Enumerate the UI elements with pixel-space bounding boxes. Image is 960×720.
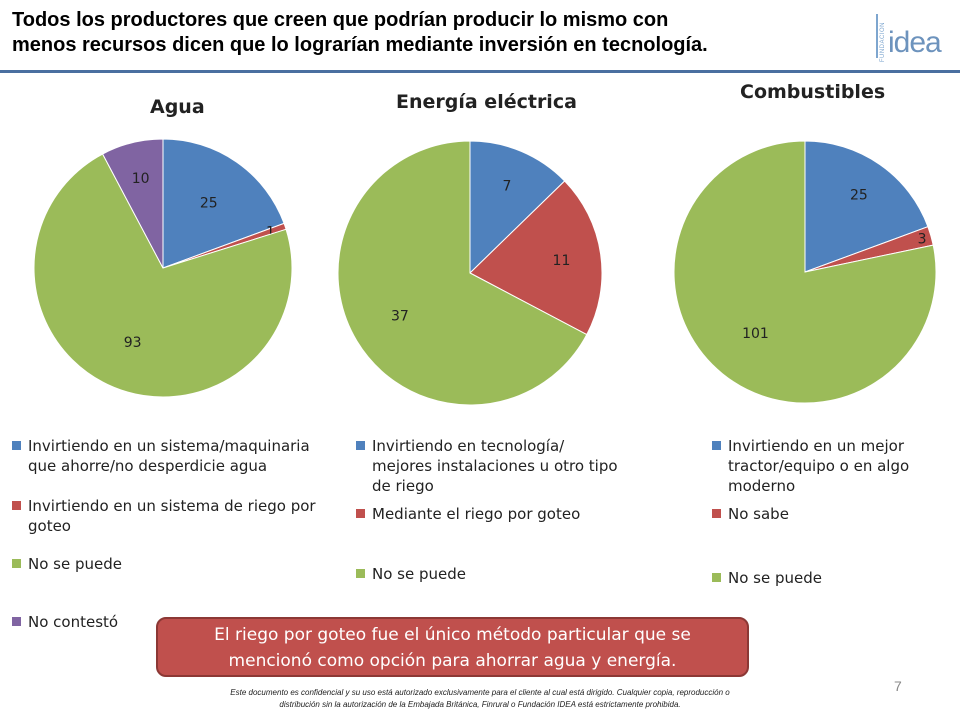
legend-label-line: que ahorre/no desperdicie agua <box>28 457 268 475</box>
pie-slice-energia-2 <box>337 140 588 406</box>
legend-swatch <box>356 509 365 518</box>
legend-item-energia-1: Mediante el riego por goteo <box>356 504 580 524</box>
legend-label-line: mejores instalaciones u otro tipo <box>372 457 618 475</box>
legend-swatch <box>12 617 21 626</box>
legend-label-line: moderno <box>728 477 796 495</box>
pie-label-combustibles-2: 101 <box>742 326 769 342</box>
pie-slice-agua-3 <box>101 138 164 269</box>
title-line-1: Todos los productores que creen que podr… <box>12 9 669 31</box>
pie-label-agua-3: 10 <box>132 171 150 187</box>
legend-swatch <box>12 501 21 510</box>
pie-chart-combustibles: 25 3 101 <box>673 140 937 404</box>
pie-slice-agua-0 <box>162 138 285 269</box>
conclusion-callout: El riego por goteo fue el único método p… <box>156 617 749 677</box>
footer-line-1: Este documento es confidencial y su uso … <box>230 688 730 697</box>
legend-label-line: Invirtiendo en un sistema de riego por <box>28 497 316 515</box>
legend-label-line: Invirtiendo en tecnología/ <box>372 437 565 455</box>
confidentiality-footer: Este documento es confidencial y su uso … <box>100 687 860 711</box>
legend-label-line: de riego <box>372 477 434 495</box>
footer-line-2: distribución sin la autorización de la E… <box>279 700 681 709</box>
pie-label-energia-1: 11 <box>553 253 571 269</box>
pie-label-agua-0: 25 <box>200 195 218 211</box>
legend-label-line: No se puede <box>728 569 822 587</box>
legend-swatch <box>356 441 365 450</box>
legend-label-line: No se puede <box>28 555 122 573</box>
callout-line-2: mencionó como opción para ahorrar agua y… <box>228 651 677 671</box>
pie-slice-energia-1 <box>469 180 603 336</box>
legend-item-agua-1: Invirtiendo en un sistema de riego por go… <box>12 496 316 536</box>
callout-line-1: El riego por goteo fue el único método p… <box>214 625 691 645</box>
legend-swatch <box>12 441 21 450</box>
pie-label-agua-2: 93 <box>124 335 142 351</box>
legend-swatch <box>12 559 21 568</box>
legend-item-agua-0: Invirtiendo en un sistema/maquinaria que … <box>12 436 310 476</box>
legend-energia: Invirtiendo en tecnología/mejores instal… <box>356 436 656 596</box>
legend-label-line: Invirtiendo en un mejor <box>728 437 905 455</box>
pie-label-combustibles-1: 3 <box>918 231 927 247</box>
legend-item-combustibles-0: Invirtiendo en un mejor tractor/equipo o … <box>712 436 909 496</box>
pie-slice-combustibles-2 <box>673 140 937 404</box>
chart-title-agua: Agua <box>150 96 205 118</box>
chart-title-energia: Energía eléctrica <box>396 91 577 113</box>
legend-swatch <box>712 509 721 518</box>
legend-label-line: No sabe <box>728 505 789 523</box>
legend-swatch <box>712 441 721 450</box>
title-line-2: menos recursos dicen que lo lograrían me… <box>12 34 708 56</box>
logo-bar <box>876 14 878 58</box>
legend-agua: Invirtiendo en un sistema/maquinaria que … <box>12 436 332 631</box>
chart-title-combustibles: Combustibles <box>740 81 886 103</box>
legend-item-combustibles-2: No se puede <box>712 568 822 588</box>
legend-item-agua-2: No se puede <box>12 554 122 574</box>
legend-item-combustibles-1: No sabe <box>712 504 789 524</box>
pie-label-combustibles-0: 25 <box>850 188 868 204</box>
legend-combustibles: Invirtiendo en un mejor tractor/equipo o … <box>712 436 952 596</box>
logo-word: idea <box>888 26 942 59</box>
legend-item-energia-2: No se puede <box>356 564 466 584</box>
pie-chart-agua: 25 1 93 10 <box>33 138 293 398</box>
legend-label-line: tractor/equipo o en algo <box>728 457 910 475</box>
page-number: 7 <box>894 678 902 694</box>
legend-label-line: Invirtiendo en un sistema/maquinaria <box>28 437 310 455</box>
logo-small-text: FUNDACIÓN <box>880 22 886 63</box>
pie-slice-combustibles-0 <box>804 140 929 273</box>
pie-label-agua-1: 1 <box>266 224 275 240</box>
legend-label-line: No se puede <box>372 565 466 583</box>
legend-label-line: No contestó <box>28 613 119 631</box>
pie-chart-energia: 7 11 37 <box>337 140 603 406</box>
legend-swatch <box>712 573 721 582</box>
header-rule <box>0 70 960 73</box>
fundacion-idea-logo: FUNDACIÓN idea <box>876 12 942 63</box>
legend-label-line: Mediante el riego por goteo <box>372 505 581 523</box>
pie-label-energia-2: 37 <box>391 308 409 324</box>
legend-item-energia-0: Invirtiendo en tecnología/mejores instal… <box>356 436 618 496</box>
pie-slice-agua-2 <box>33 153 293 398</box>
pie-slice-energia-0 <box>469 140 566 275</box>
legend-item-agua-3: No contestó <box>12 612 118 632</box>
legend-swatch <box>356 569 365 578</box>
page-title: Todos los productores que creen que podr… <box>12 8 852 58</box>
pie-label-energia-0: 7 <box>503 178 512 194</box>
legend-label-line: goteo <box>28 517 71 535</box>
